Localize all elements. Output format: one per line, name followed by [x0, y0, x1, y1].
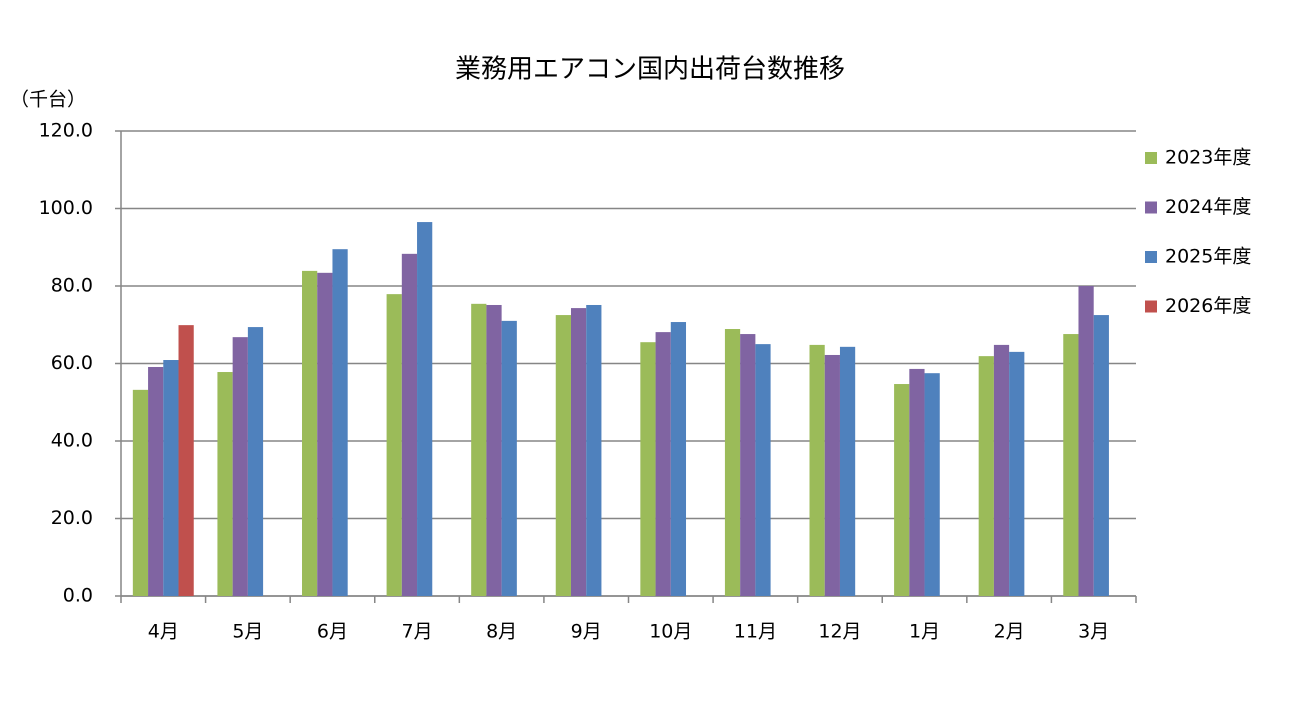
chart-title: 業務用エアコン国内出荷台数推移	[455, 55, 845, 85]
bar	[909, 368, 925, 596]
legend-label: 2025年度	[1165, 246, 1251, 268]
bar	[232, 337, 248, 596]
legend-label: 2026年度	[1165, 295, 1251, 317]
x-tick-label: 8月	[486, 621, 517, 643]
legend-label: 2023年度	[1165, 147, 1251, 169]
bar	[332, 249, 348, 596]
bar	[1063, 334, 1079, 596]
bar	[924, 373, 940, 596]
bar	[894, 384, 910, 596]
bar	[163, 360, 179, 596]
x-tick-label: 12月	[818, 621, 861, 643]
bar	[640, 342, 656, 596]
y-tick-label: 60.0	[51, 352, 93, 374]
legend-label: 2024年度	[1165, 196, 1251, 218]
bar	[471, 303, 487, 596]
bar	[247, 327, 264, 596]
bar	[724, 329, 741, 596]
bar	[148, 366, 164, 596]
bar	[978, 356, 994, 596]
y-tick-label: 20.0	[51, 507, 93, 529]
y-tick-label: 0.0	[63, 585, 93, 607]
legend-swatch	[1145, 251, 1157, 263]
y-tick-label: 40.0	[51, 430, 93, 452]
legend-swatch	[1145, 152, 1157, 164]
bar	[586, 304, 602, 596]
x-tick-label: 5月	[232, 621, 263, 643]
bar	[655, 332, 671, 596]
bar	[1093, 315, 1109, 596]
x-tick-label: 9月	[571, 621, 602, 643]
x-tick-label: 1月	[909, 621, 940, 643]
bar	[670, 322, 687, 596]
y-axis-label: （千台）	[10, 89, 86, 111]
bar	[809, 344, 825, 596]
y-tick-label: 100.0	[39, 197, 93, 219]
bar	[217, 372, 233, 596]
bar	[132, 389, 149, 596]
bar	[993, 344, 1010, 596]
bar	[1009, 351, 1025, 596]
bar	[178, 325, 194, 596]
bar	[501, 320, 517, 596]
x-tick-label: 6月	[317, 621, 348, 643]
bar	[302, 270, 318, 596]
x-tick-label: 7月	[401, 621, 432, 643]
x-tick-label: 2月	[994, 621, 1025, 643]
x-tick-label: 10月	[649, 621, 692, 643]
bar	[386, 294, 402, 596]
bar	[824, 354, 840, 596]
y-tick-label: 80.0	[51, 275, 93, 297]
bar	[839, 346, 856, 596]
bar	[570, 308, 587, 596]
bar	[486, 304, 502, 596]
legend-swatch	[1145, 300, 1157, 313]
bar	[417, 222, 433, 596]
bar	[401, 253, 418, 596]
x-tick-label: 11月	[734, 621, 777, 643]
x-tick-label: 4月	[148, 621, 179, 643]
bar	[317, 272, 333, 596]
bar	[740, 334, 756, 596]
legend-swatch	[1145, 201, 1157, 214]
bar	[755, 344, 771, 596]
x-tick-label: 3月	[1078, 621, 1109, 643]
bar	[1078, 286, 1094, 596]
bar	[555, 315, 571, 596]
y-tick-label: 120.0	[39, 120, 93, 142]
